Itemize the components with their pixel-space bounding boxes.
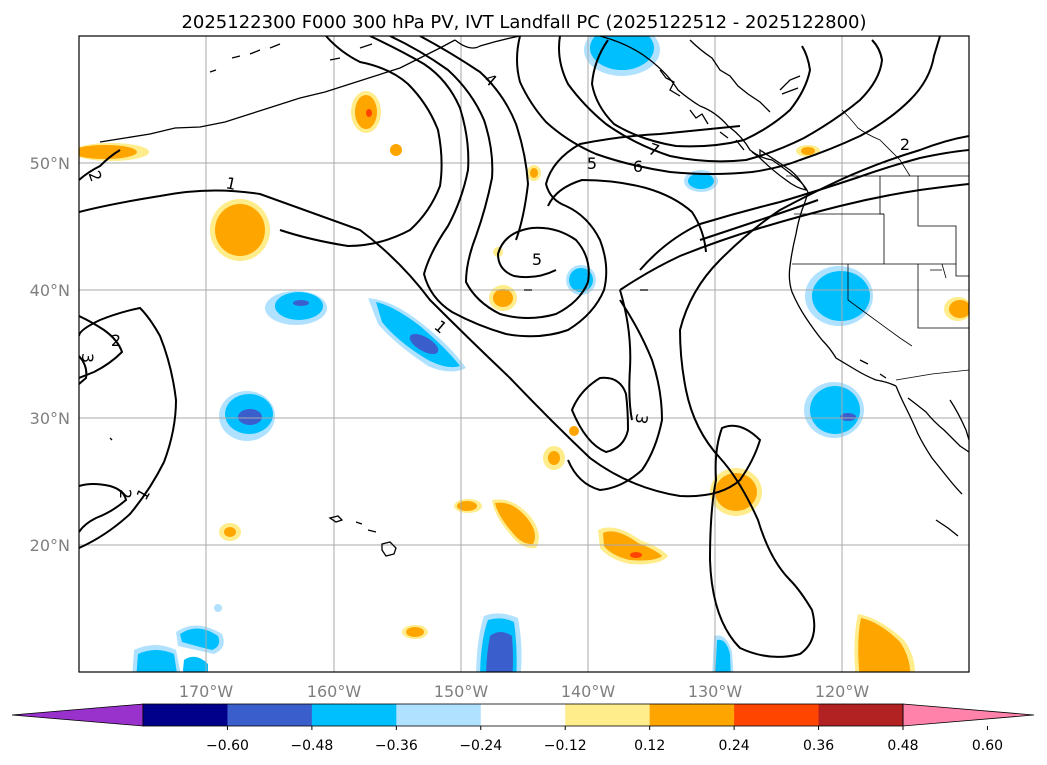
contour-label: 5 — [587, 154, 597, 173]
coastlines — [99, 36, 969, 557]
lat-label: 40°N — [30, 281, 70, 300]
lat-labels: 50°N 40°N 30°N 20°N — [30, 154, 70, 555]
colorbar-segment — [565, 704, 651, 726]
contour-label: 2 — [900, 135, 910, 154]
lon-label: 130°W — [688, 682, 743, 701]
contour-label: 2 — [116, 489, 135, 499]
colorbar-extend-low — [11, 703, 144, 727]
borders — [786, 109, 969, 381]
positive-anomaly-5 — [710, 468, 762, 516]
positive-anomaly-6 — [598, 527, 668, 565]
colorbar-segment — [818, 704, 904, 726]
colorbar-segment — [649, 704, 735, 726]
lon-label: 160°W — [307, 682, 362, 701]
lat-label: 20°N — [30, 536, 70, 555]
map-background — [79, 36, 969, 672]
colorbar-tick-label: −0.48 — [290, 738, 333, 754]
negative-anomaly-6 — [476, 613, 522, 672]
figure-title: 2025122300 F000 300 hPa PV, IVT Landfall… — [181, 12, 866, 33]
positive-anomaly-3 — [79, 143, 149, 161]
positive-anomaly-2 — [351, 91, 381, 133]
lon-label: 140°W — [561, 682, 616, 701]
lat-label: 30°N — [30, 409, 70, 428]
negative-anomaly-8 — [132, 625, 224, 672]
lat-label: 50°N — [30, 154, 70, 173]
map-frame — [78, 35, 970, 673]
colorbar-tick-label: 0.24 — [719, 738, 750, 754]
colorbar-tick-label: −0.60 — [206, 738, 249, 754]
shaded-anomalies — [79, 36, 969, 672]
map-content: 1 1 1 2 2 2 2 3 3 4 5 5 6 7 — [78, 36, 969, 672]
colorbar-tick-label: 0.48 — [887, 738, 918, 754]
lon-label: 120°W — [815, 682, 870, 701]
contour-label: 5 — [532, 250, 542, 269]
colorbar-frame — [142, 703, 904, 727]
contour-label: 6 — [633, 157, 643, 176]
negative-anomaly-2 — [219, 391, 275, 441]
colorbar-extend-high — [902, 703, 1035, 727]
positive-anomaly-7 — [492, 499, 539, 549]
colorbar-tick-label: −0.36 — [375, 738, 418, 754]
contour-label: 1 — [224, 173, 238, 194]
colorbar-segment — [396, 704, 482, 726]
negative-anomaly-4 — [805, 266, 873, 326]
lon-label: 150°W — [434, 682, 489, 701]
colorbar-segment — [311, 704, 397, 726]
negative-anomaly-5 — [804, 382, 864, 438]
colorbar-tick-label: 0.36 — [803, 738, 834, 754]
negative-anomaly-3 — [265, 291, 327, 325]
contour-label: 2 — [111, 331, 121, 350]
colorbar: −0.60 −0.48 −0.36 −0.24 −0.12 0.12 0.24 0.36 0.4… — [11, 703, 1035, 754]
positive-anomaly-17 — [569, 426, 579, 436]
colorbar-tick-label: −0.24 — [459, 738, 502, 754]
colorbar-segment — [227, 704, 313, 726]
colorbar-tick-label: −0.12 — [544, 738, 587, 754]
lon-labels: 170°W 160°W 150°W 140°W 130°W 120°W — [179, 682, 870, 701]
contour-label: 3 — [631, 412, 651, 425]
positive-anomaly-1 — [210, 199, 270, 261]
negative-anomaly-1 — [368, 298, 466, 372]
colorbar-tick-label: 0.12 — [634, 738, 665, 754]
contour-label: 3 — [78, 353, 97, 363]
positive-anomaly-8 — [854, 614, 915, 672]
colorbar-tick-label: 0.60 — [972, 738, 1003, 754]
positive-anomaly-15 — [390, 144, 402, 156]
pv-contours — [79, 36, 969, 658]
colorbar-segment — [480, 704, 566, 726]
lon-label: 170°W — [179, 682, 234, 701]
negative-anomaly-12 — [214, 604, 222, 612]
positive-anomaly-4 — [489, 285, 517, 311]
colorbar-segment — [734, 704, 820, 726]
colorbar-segment — [143, 704, 228, 726]
